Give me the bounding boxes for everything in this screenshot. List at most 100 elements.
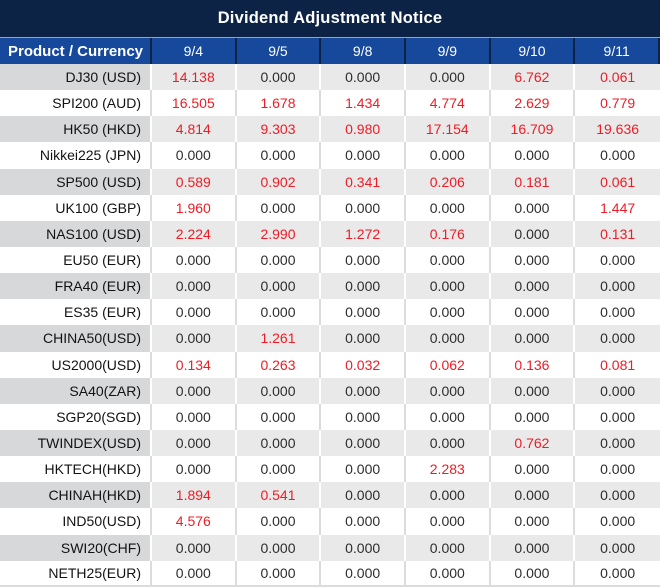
column-header-date-6: 9/11 [575,38,660,64]
value-cell: 0.000 [575,508,660,535]
value-cell: 0.000 [490,299,576,326]
value-cell: 0.061 [575,64,660,91]
value-cell: 2.224 [152,220,237,247]
table-row: SWI20(CHF) 0.000 0.000 0.000 0.000 0.000 0.000 [0,534,660,561]
table-row: DJ30 (USD) 14.138 0.000 0.000 0.000 6.762 0.06… [0,64,660,91]
value-cell: 0.000 [321,482,406,509]
value-cell: 0.000 [490,325,576,352]
table-row: UK100 (GBP) 1.960 0.000 0.000 0.000 0.000 1.44… [0,194,660,221]
value-cell: 0.000 [490,534,576,561]
title-bar: Dividend Adjustment Notice [0,0,660,38]
table-row: NETH25(EUR) 0.000 0.000 0.000 0.000 0.000 0.00… [0,560,660,587]
value-cell: 0.136 [490,351,576,378]
value-cell: 0.000 [490,377,576,404]
value-cell: 0.000 [236,429,322,457]
value-cell: 0.176 [405,220,491,247]
value-cell: 0.000 [405,64,491,91]
value-cell: 1.272 [321,220,406,247]
value-cell: 0.000 [152,403,237,430]
value-cell: 0.000 [152,560,237,587]
value-cell: 0.000 [575,429,660,457]
value-cell: 0.779 [575,90,660,117]
value-cell: 0.000 [575,299,660,326]
value-cell: 0.000 [321,534,406,561]
value-cell: 0.000 [405,534,491,561]
product-cell: HK50 (HKD) [0,116,152,143]
value-cell: 0.000 [321,429,406,457]
value-cell: 0.000 [490,560,576,587]
value-cell: 0.000 [575,560,660,587]
value-cell: 0.081 [575,351,660,378]
value-cell: 0.000 [575,456,660,483]
value-cell: 0.000 [236,194,322,221]
value-cell: 0.263 [236,351,322,378]
value-cell: 0.000 [575,325,660,352]
value-cell: 0.000 [321,273,406,300]
value-cell: 0.000 [321,508,406,535]
product-cell: NAS100 (USD) [0,220,152,247]
value-cell: 0.000 [405,194,491,221]
table-row: NAS100 (USD) 2.224 2.990 1.272 0.176 0.000 0.1… [0,220,660,247]
value-cell: 1.678 [236,90,322,117]
value-cell: 0.134 [152,351,237,378]
value-cell: 16.709 [490,116,576,143]
value-cell: 0.000 [405,142,491,169]
table-row: US2000(USD) 0.134 0.263 0.032 0.062 0.136 0.08… [0,351,660,378]
table-row: SP500 (USD) 0.589 0.902 0.341 0.206 0.181 0.06… [0,168,660,195]
value-cell: 0.000 [490,482,576,509]
value-cell: 0.131 [575,220,660,247]
product-cell: FRA40 (EUR) [0,273,152,300]
product-cell: HKTECH(HKD) [0,456,152,483]
value-cell: 0.000 [236,508,322,535]
table-row: SGP20(SGD) 0.000 0.000 0.000 0.000 0.000 0.000 [0,403,660,430]
product-cell: IND50(USD) [0,508,152,535]
column-header-product: Product / Currency [0,38,152,64]
value-cell: 1.447 [575,194,660,221]
value-cell: 0.000 [405,299,491,326]
product-cell: SPI200 (AUD) [0,90,152,117]
value-cell: 4.774 [405,90,491,117]
value-cell: 0.000 [405,273,491,300]
value-cell: 0.000 [236,403,322,430]
column-header-date-3: 9/8 [321,38,406,64]
value-cell: 0.000 [405,246,491,274]
value-cell: 0.000 [490,456,576,483]
value-cell: 0.980 [321,116,406,143]
value-cell: 0.000 [236,299,322,326]
value-cell: 0.000 [321,142,406,169]
value-cell: 0.000 [236,142,322,169]
value-cell: 0.341 [321,168,406,195]
product-cell: CHINA50(USD) [0,325,152,352]
value-cell: 4.814 [152,116,237,143]
value-cell: 0.000 [321,246,406,274]
value-cell: 0.000 [321,456,406,483]
value-cell: 0.181 [490,168,576,195]
table-row: CHINAH(HKD) 1.894 0.541 0.000 0.000 0.000 0.00… [0,482,660,509]
value-cell: 0.000 [321,560,406,587]
column-header-date-2: 9/5 [236,38,322,64]
value-cell: 1.434 [321,90,406,117]
value-cell: 14.138 [152,64,237,91]
product-cell: TWINDEX(USD) [0,429,152,457]
value-cell: 0.000 [405,482,491,509]
value-cell: 4.576 [152,508,237,535]
value-cell: 0.000 [236,273,322,300]
value-cell: 0.000 [152,534,237,561]
table-row: TWINDEX(USD) 0.000 0.000 0.000 0.000 0.762 0.0… [0,429,660,457]
value-cell: 0.000 [405,377,491,404]
value-cell: 0.902 [236,168,322,195]
value-cell: 6.762 [490,64,576,91]
product-cell: SA40(ZAR) [0,377,152,404]
value-cell: 0.000 [236,377,322,404]
value-cell: 0.000 [490,142,576,169]
table-row: CHINA50(USD) 0.000 1.261 0.000 0.000 0.000 0.0… [0,325,660,352]
value-cell: 0.000 [152,142,237,169]
value-cell: 9.303 [236,116,322,143]
value-cell: 0.000 [152,429,237,457]
value-cell: 0.000 [152,377,237,404]
value-cell: 0.000 [575,273,660,300]
value-cell: 1.960 [152,194,237,221]
value-cell: 0.000 [575,482,660,509]
value-cell: 0.000 [490,220,576,247]
